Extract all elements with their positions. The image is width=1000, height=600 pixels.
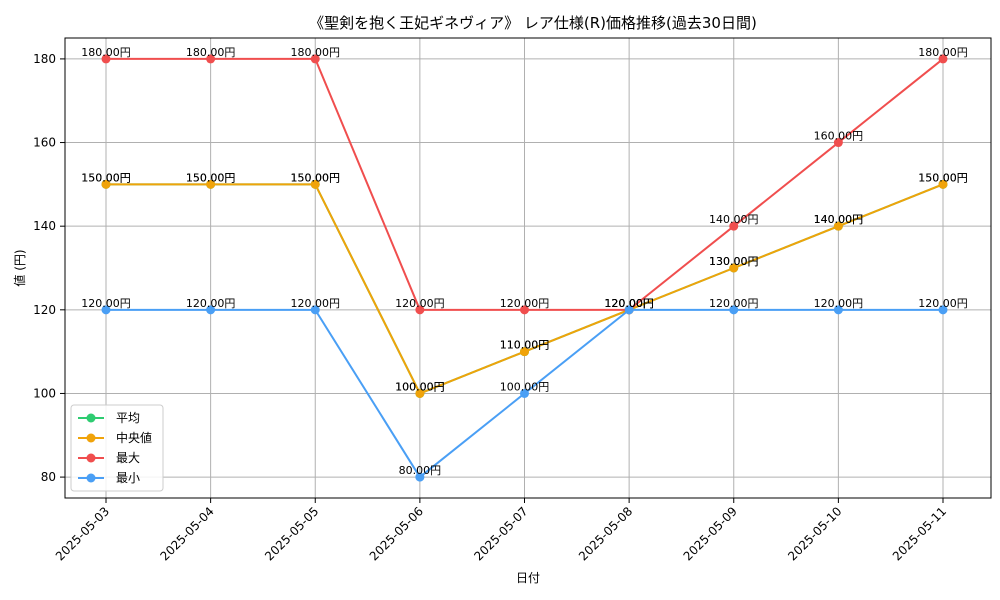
data-point [206,179,216,189]
data-label: 150.00円 [291,171,341,184]
data-label: 180.00円 [918,46,968,59]
data-point [101,54,111,64]
data-label: 140.00円 [814,213,864,226]
data-label: 120.00円 [395,297,445,310]
data-point [938,179,948,189]
legend-entry: 中央値 [116,430,152,445]
data-point [310,179,320,189]
data-label: 150.00円 [186,171,236,184]
data-label: 150.00円 [186,171,236,184]
data-label: 140.00円 [814,213,864,226]
x-tick-label: 2025-05-07 [471,504,530,563]
legend-entry: 最大 [116,451,140,465]
data-point [415,388,425,398]
data-label: 120.00円 [814,297,864,310]
data-label: 160.00円 [814,130,864,143]
y-axis-label: 値 (円) [12,249,27,286]
data-label: 120.00円 [186,297,236,310]
data-label: 100.00円 [395,380,445,393]
x-tick-label: 2025-05-11 [890,504,949,563]
data-label: 180.00円 [81,46,131,59]
data-point [206,54,216,64]
data-point [206,305,216,315]
data-label: 110.00円 [500,339,550,352]
y-tick-label: 140 [33,219,56,233]
data-point [101,179,111,189]
x-tick-label: 2025-05-05 [262,504,321,563]
data-label: 120.00円 [604,297,654,310]
grid [65,38,991,498]
legend-marker [86,413,96,423]
x-tick-label: 2025-05-04 [158,504,217,563]
data-point [729,263,739,273]
data-label: 120.00円 [604,297,654,310]
data-label: 140.00円 [709,213,759,226]
data-label: 120.00円 [918,297,968,310]
x-tick-label: 2025-05-08 [576,504,635,563]
data-point [833,305,843,315]
data-point [520,347,529,357]
y-tick-label: 180 [33,52,56,66]
x-tick-label: 2025-05-06 [367,504,426,563]
data-point [415,472,425,482]
data-label: 130.00円 [709,255,759,268]
plot-frame [64,37,992,499]
data-point [310,54,320,64]
series-layer [101,54,948,482]
legend-entry: 平均 [116,411,140,425]
y-tick-label: 160 [33,136,56,150]
x-tick-label: 2025-05-09 [681,504,740,563]
data-point [833,138,843,148]
data-label: 130.00円 [709,255,759,268]
data-label: 80.00円 [399,464,442,477]
legend-marker [86,473,96,483]
data-point [520,305,529,315]
legend-marker [86,453,96,463]
legend-marker [86,433,96,443]
data-label: 120.00円 [709,297,759,310]
data-label: 120.00円 [604,297,654,310]
y-tick-label: 80 [41,470,56,484]
data-point [833,221,843,231]
x-tick-label: 2025-05-10 [785,504,844,563]
y-tick-label: 120 [33,303,56,317]
data-label: 150.00円 [81,171,131,184]
legend-entry: 最小 [116,471,140,485]
data-label: 120.00円 [291,297,341,310]
data-labels: 150.00円 150.00円 150.00円 100.00円 110.00円 120.0… [81,46,968,477]
chart-title: 《聖剣を抱く王妃ギネヴィア》 レア仕様(R)価格推移(過去30日間) [309,14,757,32]
x-tick-label: 2025-05-03 [53,504,112,563]
data-point [729,221,739,231]
data-point [310,305,320,315]
y-axis-ticks: 80 100 120 140 160 180 [33,52,65,484]
x-axis-ticks: 2025-05-03 2025-05-04 2025-05-05 2025-05-06… [53,498,949,563]
data-label: 150.00円 [918,171,968,184]
data-point [624,305,634,315]
data-label: 120.00円 [604,297,654,310]
data-label: 120.00円 [81,297,131,310]
data-label: 180.00円 [291,46,341,59]
data-label: 150.00円 [291,171,341,184]
data-label: 180.00円 [186,46,236,59]
x-axis-label: 日付 [516,571,540,585]
y-tick-label: 100 [33,386,56,400]
data-label: 110.00円 [500,339,550,352]
data-label: 150.00円 [81,171,131,184]
legend-box [70,404,164,492]
data-label: 100.00円 [395,380,445,393]
data-point [101,305,111,315]
data-label: 150.00円 [918,171,968,184]
data-label: 120.00円 [500,297,550,310]
data-point [938,305,948,315]
data-point [938,54,948,64]
data-point [729,305,739,315]
data-label: 100.00円 [500,380,550,393]
data-point [415,305,425,315]
data-point [520,388,529,398]
